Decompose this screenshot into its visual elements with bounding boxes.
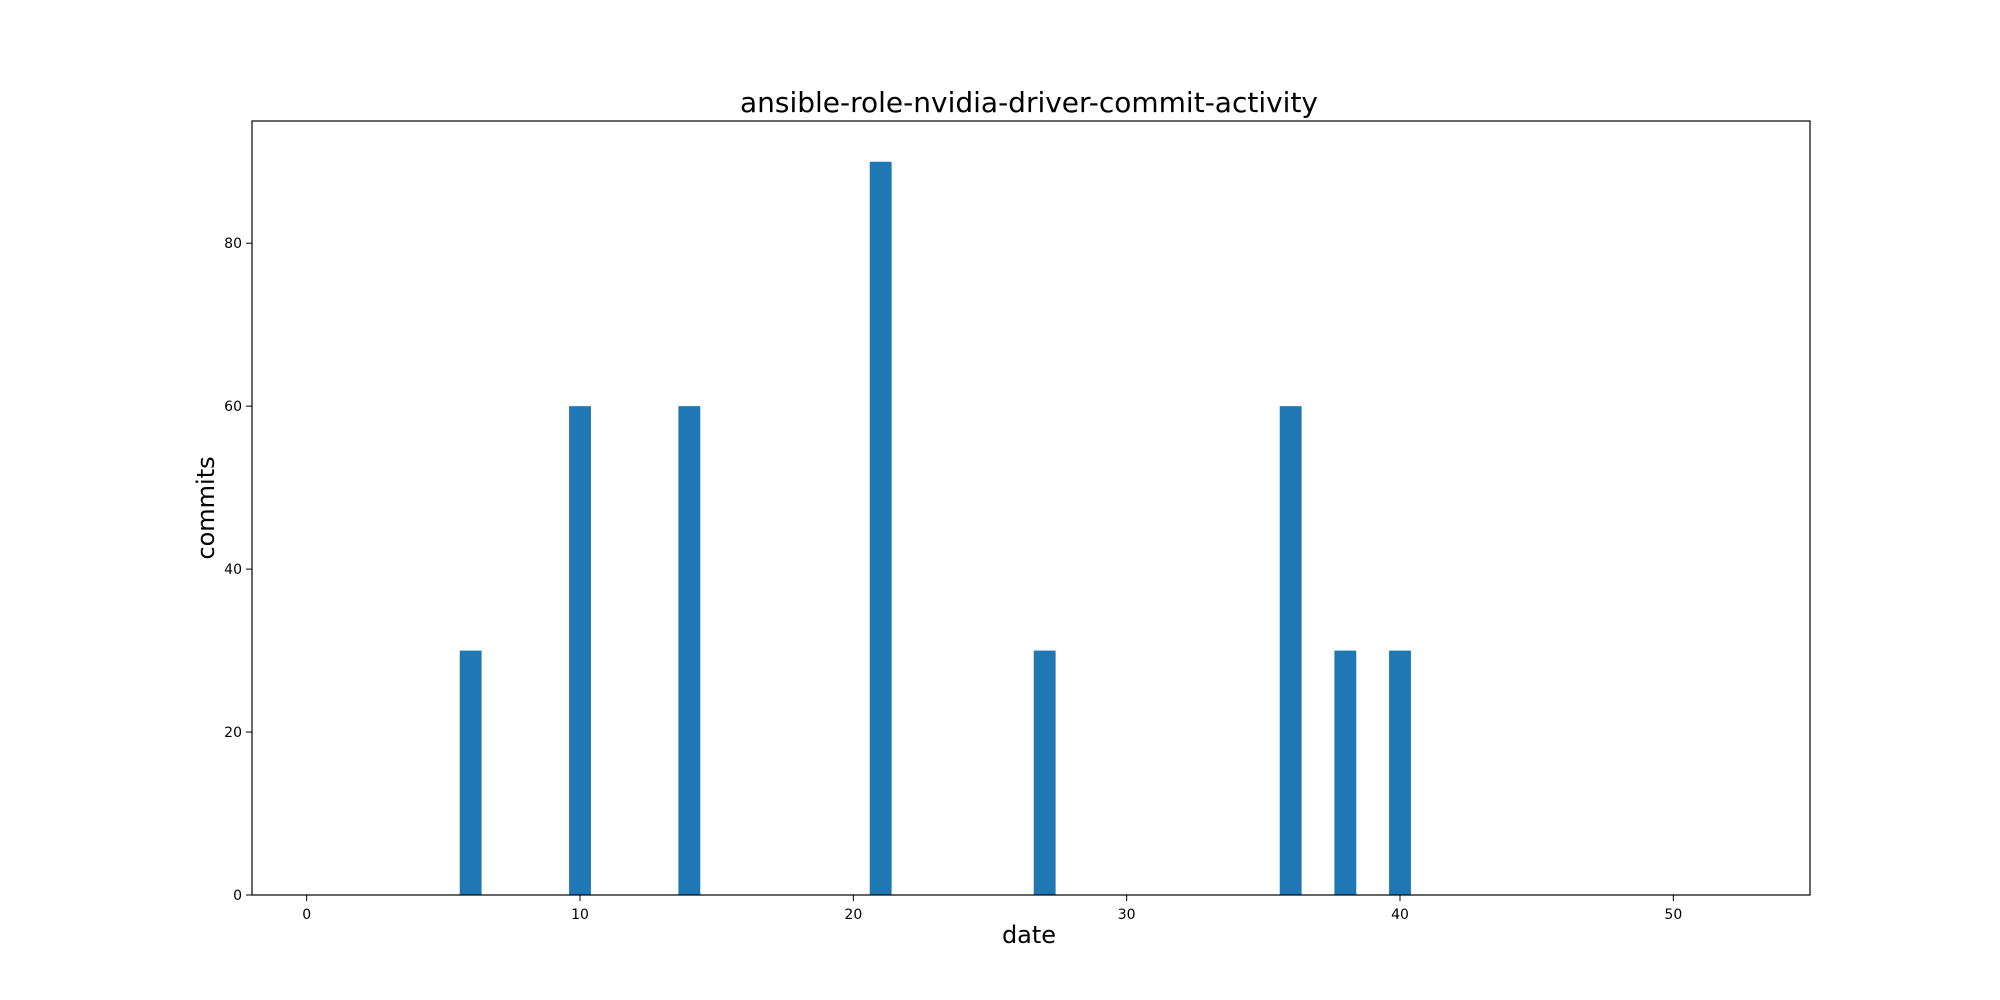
x-tick-label: 10 — [571, 907, 589, 923]
bar — [1334, 650, 1357, 895]
x-axis-label: date — [1002, 921, 1056, 949]
bar — [1279, 406, 1302, 895]
bar — [1389, 650, 1411, 895]
x-tick-label: 30 — [1118, 907, 1136, 923]
y-tick-label: 20 — [224, 725, 242, 741]
x-tick-label: 20 — [844, 907, 862, 923]
bars-group — [459, 161, 1411, 896]
x-tick-label: 40 — [1391, 907, 1409, 923]
x-tick-label: 0 — [302, 907, 311, 923]
chart-title: ansible-role-nvidia-driver-commit-activi… — [740, 86, 1318, 119]
y-axis-label: commits — [192, 456, 220, 559]
x-axis-ticks: 0 10 20 30 40 50 — [302, 895, 1682, 923]
x-tick-label: 50 — [1664, 907, 1682, 923]
bar — [1033, 650, 1056, 895]
bar — [869, 161, 892, 896]
bar — [678, 406, 701, 895]
y-axis-ticks: 0 20 40 60 80 — [224, 236, 252, 904]
y-tick-label: 80 — [224, 236, 242, 252]
y-tick-label: 60 — [224, 399, 242, 415]
plot-frame — [251, 120, 1811, 896]
y-tick-label: 0 — [233, 888, 242, 904]
bar — [569, 406, 591, 895]
y-tick-label: 40 — [224, 562, 242, 578]
bar — [459, 650, 482, 895]
